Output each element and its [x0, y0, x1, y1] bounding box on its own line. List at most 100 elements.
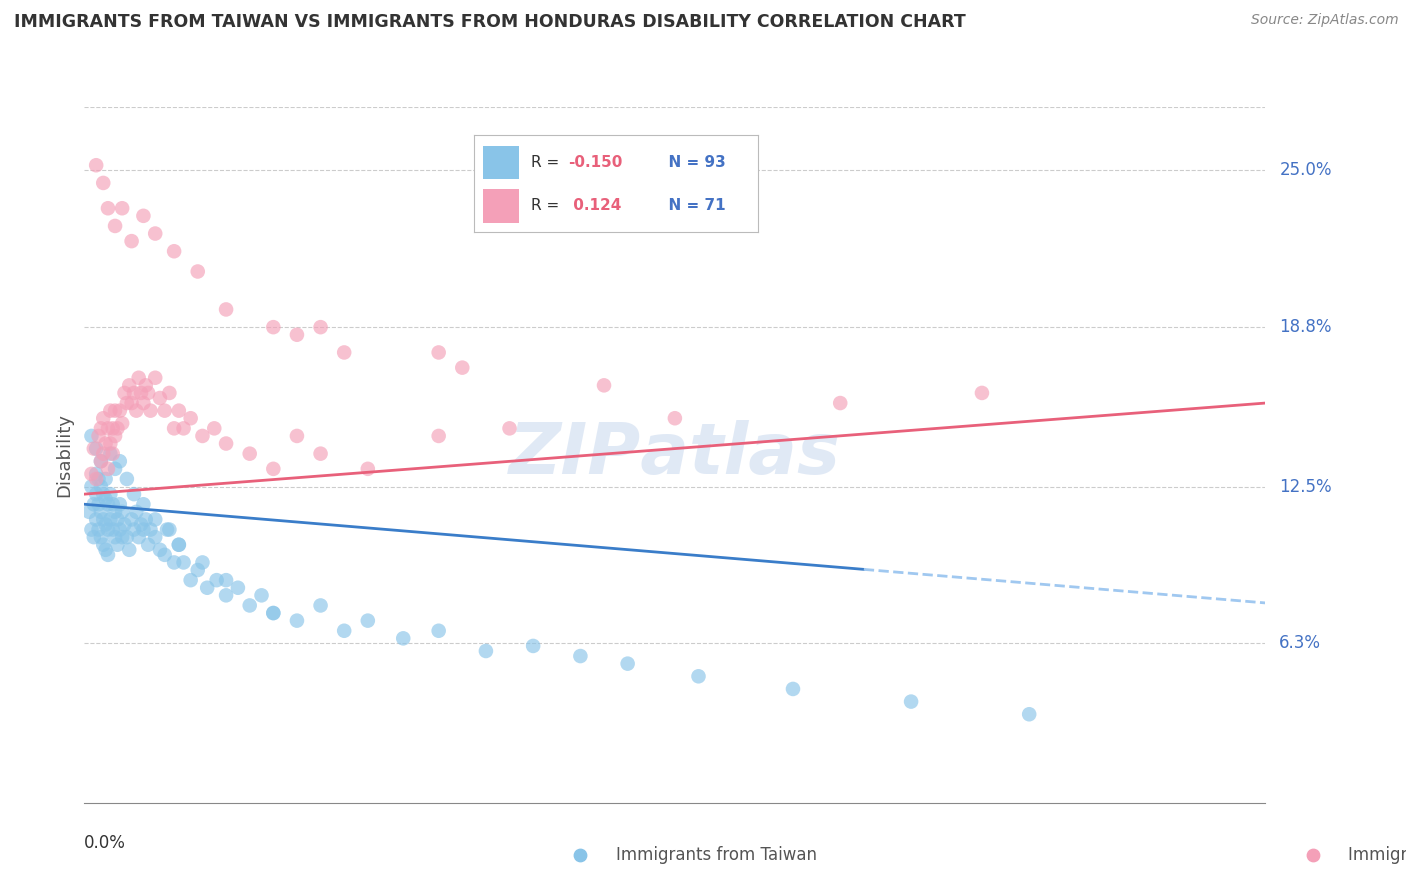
Point — [392, 632, 415, 646]
Point — [136, 386, 159, 401]
Point — [125, 505, 148, 519]
Point — [970, 386, 993, 401]
Point — [262, 606, 284, 620]
Point — [98, 487, 121, 501]
Point — [285, 327, 308, 342]
Point — [132, 209, 155, 223]
Point — [118, 542, 141, 557]
Point — [115, 396, 138, 410]
Point — [129, 386, 152, 401]
Point — [163, 556, 186, 570]
Point — [98, 403, 121, 417]
Point — [143, 227, 166, 241]
Point — [118, 378, 141, 392]
Point — [522, 639, 544, 653]
Point — [111, 417, 134, 431]
Point — [128, 530, 150, 544]
Point — [84, 442, 107, 456]
Point — [900, 695, 922, 709]
Point — [97, 462, 120, 476]
Text: 12.5%: 12.5% — [1279, 477, 1331, 496]
Point — [163, 244, 186, 259]
Point — [333, 345, 356, 359]
Point — [132, 523, 155, 537]
Point — [121, 234, 143, 248]
Point — [498, 421, 520, 435]
Point — [84, 472, 107, 486]
Point — [215, 302, 238, 317]
Point — [111, 505, 134, 519]
Point — [132, 396, 155, 410]
Point — [569, 648, 592, 663]
Point — [1018, 707, 1040, 722]
Point — [97, 548, 120, 562]
Point — [173, 421, 195, 435]
Point — [91, 512, 114, 526]
Point — [167, 403, 190, 417]
Point — [262, 606, 284, 620]
Point — [285, 614, 308, 628]
Point — [173, 556, 195, 570]
Point — [94, 517, 117, 532]
Point — [427, 345, 450, 359]
Point — [139, 523, 162, 537]
Point — [108, 523, 131, 537]
Text: Source: ZipAtlas.com: Source: ZipAtlas.com — [1251, 13, 1399, 28]
Point — [309, 599, 332, 613]
Point — [114, 386, 136, 401]
Point — [333, 624, 356, 638]
Point — [202, 421, 225, 435]
Point — [91, 176, 114, 190]
Point — [215, 588, 238, 602]
Point — [90, 454, 112, 468]
Point — [98, 512, 121, 526]
Text: Immigrants from Honduras: Immigrants from Honduras — [1348, 846, 1406, 864]
Point — [132, 497, 155, 511]
Point — [83, 442, 105, 456]
Point — [91, 447, 114, 461]
Point — [357, 614, 380, 628]
Point — [122, 523, 145, 537]
Point — [782, 681, 804, 696]
Point — [111, 530, 134, 544]
Point — [664, 411, 686, 425]
Point — [156, 523, 179, 537]
Point — [104, 219, 127, 233]
Point — [94, 542, 117, 557]
Point — [91, 538, 114, 552]
Point — [157, 386, 180, 401]
Point — [115, 530, 138, 544]
Point — [84, 512, 107, 526]
Point — [108, 497, 131, 511]
Point — [129, 517, 152, 532]
Point — [101, 421, 124, 435]
Point — [122, 386, 145, 401]
Point — [111, 201, 134, 215]
Point — [149, 542, 172, 557]
Point — [309, 447, 332, 461]
Point — [167, 538, 190, 552]
Point — [104, 403, 127, 417]
Point — [215, 573, 238, 587]
Point — [262, 462, 284, 476]
Point — [98, 436, 121, 450]
Point — [107, 538, 129, 552]
Point — [80, 523, 103, 537]
Point — [143, 512, 166, 526]
Point — [104, 530, 127, 544]
Text: 25.0%: 25.0% — [1279, 161, 1331, 179]
Point — [285, 429, 308, 443]
Point — [98, 447, 121, 461]
Point — [593, 378, 616, 392]
Point — [90, 530, 112, 544]
Point — [114, 517, 136, 532]
Point — [143, 530, 166, 544]
Point — [475, 644, 498, 658]
Point — [97, 421, 120, 435]
Point — [90, 454, 112, 468]
Point — [135, 378, 157, 392]
Point — [107, 512, 129, 526]
Point — [121, 512, 143, 526]
Point — [101, 497, 124, 511]
Point — [195, 581, 218, 595]
